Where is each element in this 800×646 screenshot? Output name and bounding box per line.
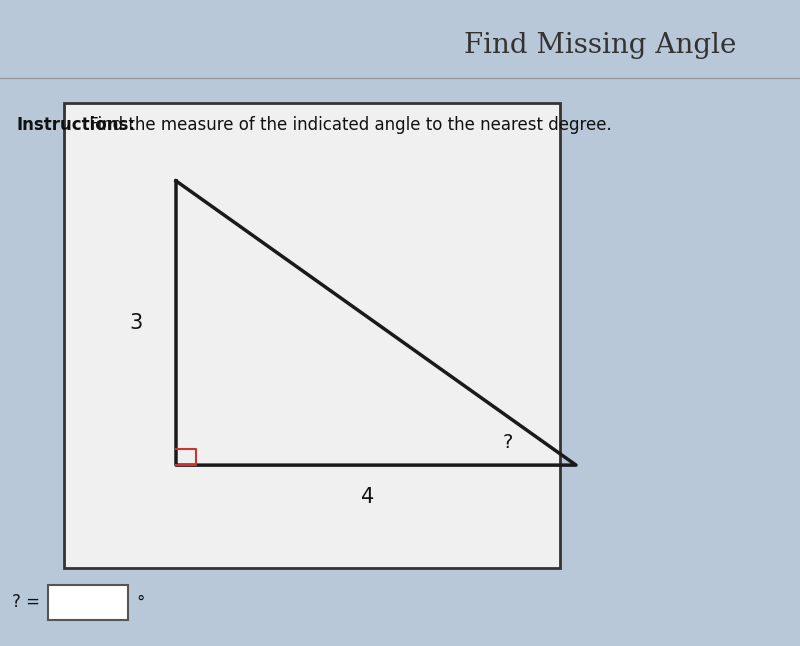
- Text: ?: ?: [503, 433, 513, 452]
- Text: Find Missing Angle: Find Missing Angle: [464, 32, 736, 59]
- Text: Instructions:: Instructions:: [16, 116, 135, 134]
- Text: Find the measure of the indicated angle to the nearest degree.: Find the measure of the indicated angle …: [84, 116, 612, 134]
- FancyBboxPatch shape: [64, 103, 560, 568]
- Text: °: °: [136, 594, 144, 611]
- Text: 3: 3: [130, 313, 142, 333]
- FancyBboxPatch shape: [48, 585, 128, 620]
- Text: ? =: ? =: [12, 594, 40, 611]
- Text: 4: 4: [362, 488, 374, 507]
